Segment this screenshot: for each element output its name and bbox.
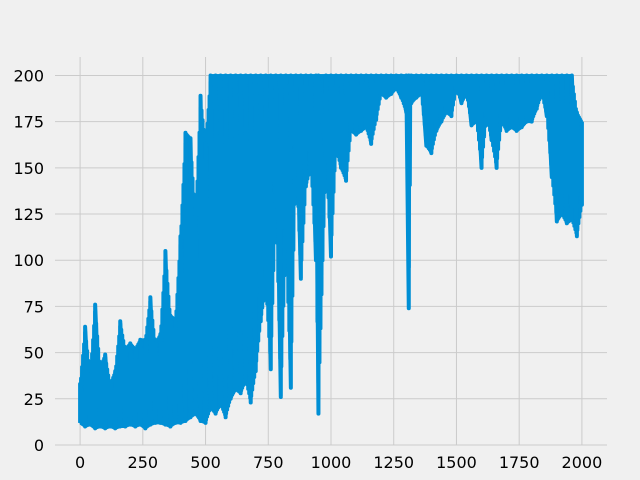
x-tick-label: 250 [128,453,159,472]
x-tick-label: 1000 [311,453,352,472]
y-tick-label: 100 [13,251,44,270]
x-tick-label: 1750 [499,453,540,472]
y-tick-label: 75 [24,297,44,316]
series-extremes [78,73,584,431]
x-tick-label: 1500 [436,453,477,472]
y-tick-label: 175 [13,113,44,132]
x-tick-label: 1250 [373,453,414,472]
y-tick-label: 25 [24,390,44,409]
y-tick-label: 150 [13,159,44,178]
x-tick-label: 500 [190,453,221,472]
y-axis-ticks: 0 25 50 75 100 125 150 175 200 [13,66,44,455]
series-layer [78,73,584,431]
y-tick-label: 125 [13,205,44,224]
y-tick-label: 200 [13,66,44,85]
y-tick-label: 0 [34,436,44,455]
y-tick-label: 50 [24,344,44,363]
x-tick-label: 750 [253,453,284,472]
x-tick-label: 2000 [562,453,603,472]
x-axis-ticks: 0 250 500 750 1000 1250 1500 1750 2000 [75,453,602,472]
x-tick-label: 0 [75,453,85,472]
